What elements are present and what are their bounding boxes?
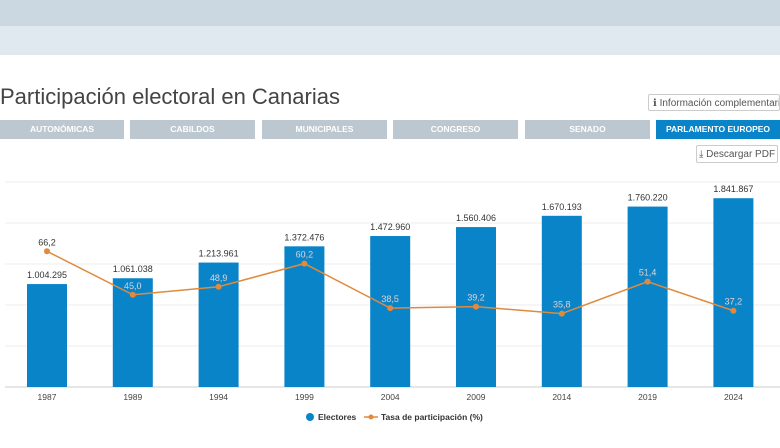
info-button[interactable]: ℹ Información complementaria: [648, 94, 780, 111]
line-label: 37,2: [725, 297, 743, 307]
legend-tasa-marker: [368, 414, 374, 420]
x-tick-label: 1989: [123, 392, 142, 402]
election-tabs: AUTONÓMICAS CABILDOS MUNICIPALES CONGRES…: [0, 120, 780, 139]
line-point-1999: [301, 260, 308, 267]
line-label: 66,2: [38, 237, 56, 247]
tab-senado[interactable]: SENADO: [525, 120, 650, 139]
x-tick-label: 2009: [467, 392, 486, 402]
tab-cabildos[interactable]: CABILDOS: [130, 120, 255, 139]
line-point-1987: [44, 248, 50, 255]
line-label: 35,8: [553, 300, 571, 310]
x-tick-label: 1994: [209, 392, 228, 402]
line-point-2004: [387, 305, 394, 312]
legend-tasa: Tasa de participación (%): [381, 412, 483, 422]
download-pdf-button[interactable]: ⤓ Descargar PDF: [696, 145, 778, 163]
x-tick-label: 1987: [38, 392, 57, 402]
bar-label: 1.472.960: [370, 222, 410, 232]
sub-bar: [0, 26, 780, 55]
bar-label: 1.061.038: [113, 264, 153, 274]
info-icon: ℹ: [653, 98, 660, 109]
bar-2014: [541, 215, 582, 387]
legend-electores-icon: [306, 413, 314, 421]
bar-1987: [27, 284, 67, 387]
line-label: 39,2: [467, 293, 485, 303]
bar-label: 1.213.961: [199, 249, 239, 259]
line-label: 48,9: [210, 273, 228, 283]
top-bar: [0, 0, 780, 26]
bar-label: 1.372.476: [284, 232, 324, 242]
chart: 1.004.295 1987 1.061.038 1989 1.213.961 1994 1…: [5, 181, 780, 422]
x-tick-label: 2019: [638, 392, 657, 402]
x-tick-label: 1999: [295, 392, 314, 402]
line-label: 45,0: [124, 281, 142, 291]
line-point-2014: [558, 310, 565, 317]
line-point-1989: [129, 291, 136, 298]
bar-label: 1.841.867: [713, 184, 753, 194]
tab-congreso[interactable]: CONGRESO: [393, 120, 518, 139]
page-title: Participación electoral en Canarias: [0, 84, 340, 109]
bar-2004: [370, 236, 411, 387]
line-point-2024: [730, 307, 737, 314]
tab-municipales[interactable]: MUNICIPALES: [262, 120, 387, 139]
line-label: 51,4: [639, 268, 657, 278]
tab-parlamento-europeo[interactable]: PARLAMENTO EUROPEO: [656, 120, 780, 139]
x-tick-label: 2014: [552, 392, 571, 402]
legend-electores: Electores: [318, 412, 357, 422]
x-tick-label: 2004: [381, 392, 400, 402]
line-label: 60,2: [296, 250, 314, 260]
line-point-2019: [644, 278, 651, 285]
bar-label: 1.670.193: [542, 202, 582, 212]
tab-autonomicas[interactable]: AUTONÓMICAS: [0, 120, 124, 139]
bar-label: 1.004.295: [27, 270, 67, 280]
x-tick-label: 2024: [724, 392, 743, 402]
bar-2024: [713, 198, 754, 387]
download-icon: ⤓: [698, 149, 707, 160]
bar-label: 1.560.406: [456, 213, 496, 223]
bar-2019: [627, 206, 668, 387]
line-label: 38,5: [381, 294, 399, 304]
line-point-1994: [215, 283, 222, 290]
line-point-2009: [473, 303, 479, 310]
bar-label: 1.760.220: [628, 193, 668, 203]
